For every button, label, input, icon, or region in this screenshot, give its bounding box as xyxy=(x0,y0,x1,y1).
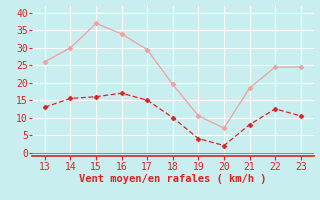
X-axis label: Vent moyen/en rafales ( km/h ): Vent moyen/en rafales ( km/h ) xyxy=(79,174,267,184)
